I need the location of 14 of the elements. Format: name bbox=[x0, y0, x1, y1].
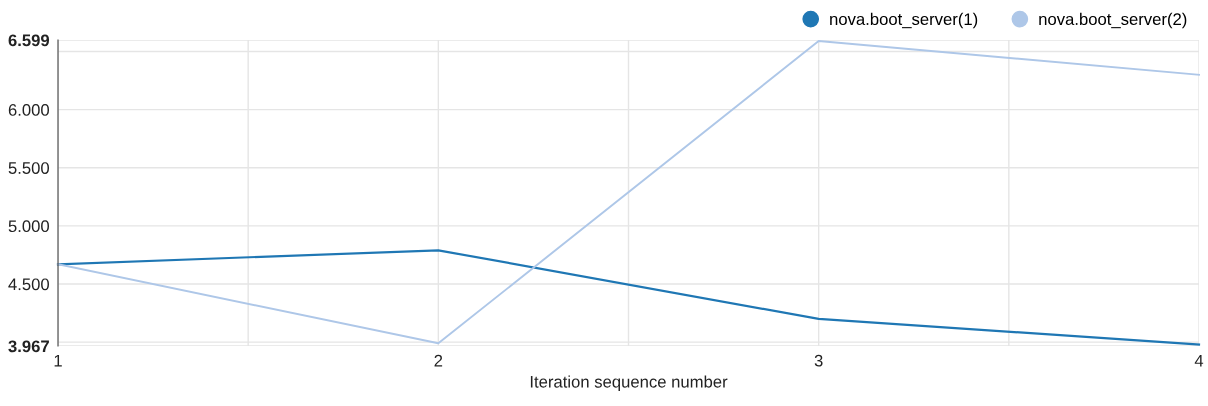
legend-label: nova.boot_server(1) bbox=[830, 12, 978, 29]
legend-label: nova.boot_server(2) bbox=[1039, 12, 1187, 29]
y-tick-label: 6.599 bbox=[8, 34, 50, 47]
x-tick-label: 3 bbox=[814, 354, 823, 367]
line-series bbox=[57, 40, 1200, 345]
y-tick-label: 5.000 bbox=[8, 220, 50, 233]
x-axis-title: Iteration sequence number bbox=[530, 375, 728, 391]
x-tick-label: 1 bbox=[54, 354, 62, 367]
y-tick-label: 4.500 bbox=[8, 278, 50, 291]
y-tick-label: 5.500 bbox=[8, 162, 50, 174]
x-tick-label: 4 bbox=[1194, 354, 1204, 367]
y-tick-label: 6.000 bbox=[8, 104, 50, 116]
x-tick-label: 2 bbox=[434, 354, 443, 367]
y-tick-label: 3.967 bbox=[8, 340, 49, 353]
